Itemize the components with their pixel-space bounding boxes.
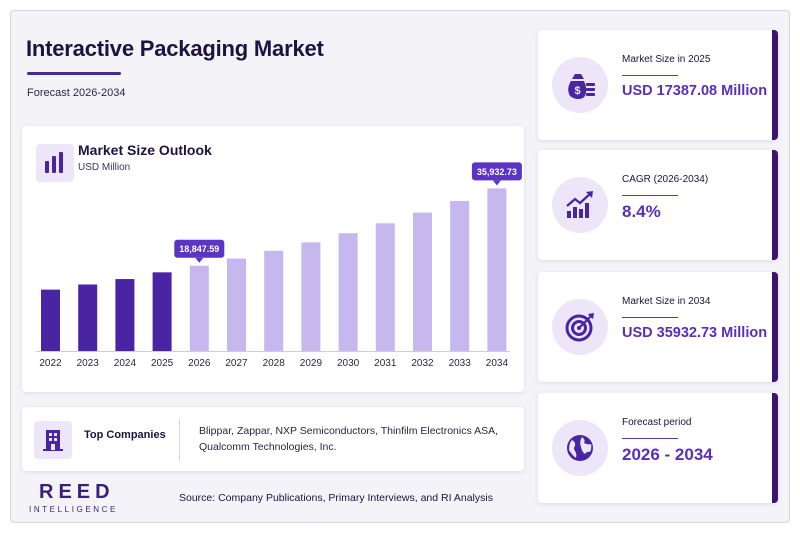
callout-box <box>174 239 225 258</box>
page-title: Interactive Packaging Market <box>26 36 324 61</box>
stat-card-market-2025: $ Market Size in 2025 USD 17387.08 Milli… <box>538 30 778 140</box>
stat-icon-circle: $ <box>552 57 608 113</box>
top-companies-label: Top Companies <box>84 429 166 441</box>
bar-2030 <box>338 233 358 351</box>
stat-card-forecast-period: Forecast period 2026 - 2034 <box>538 393 778 503</box>
x-tick-label: 2026 <box>188 358 211 369</box>
chart-card: 2022 2023 2024 2025 2026 2027 2028 2029 2030 2031… <box>22 126 524 392</box>
chart-unit: USD Million <box>78 162 131 173</box>
bar-2025 <box>152 272 172 351</box>
callout-pointer <box>195 257 204 263</box>
x-tick-label: 2023 <box>77 358 100 369</box>
chart-icon-box <box>36 144 74 182</box>
globe-icon <box>567 435 593 461</box>
stat-value: 2026 - 2034 <box>622 445 713 464</box>
bar-2032 <box>413 212 432 351</box>
bar-2029 <box>301 242 321 351</box>
stat-value: 8.4% <box>622 202 661 221</box>
data-label: 35,932.73 <box>477 167 517 177</box>
growth-chart-icon <box>566 191 593 218</box>
callout-pointer <box>492 180 501 186</box>
bar-chart-icon <box>45 152 63 173</box>
top-companies-list: Blippar, Zappar, NXP Semiconductors, Thi… <box>199 425 498 453</box>
stat-value: USD 35932.73 Million <box>622 325 768 341</box>
x-tick-label: 2032 <box>411 358 434 369</box>
bar-2026 <box>189 265 209 351</box>
callout-2034: 35,932.73 <box>471 162 522 186</box>
stat-card-cagr: CAGR (2026-2034) 8.4% <box>538 150 778 260</box>
x-tick-label: 2030 <box>337 358 360 369</box>
stat-rule <box>622 195 678 196</box>
x-tick-label: 2024 <box>114 358 137 369</box>
comp-icon-box <box>34 421 72 459</box>
building-icon <box>43 430 63 451</box>
bar-2022 <box>41 289 60 351</box>
stat-label: CAGR (2026-2034) <box>622 174 709 185</box>
brand-logo: REED <box>39 481 115 503</box>
stat-label: Market Size in 2034 <box>622 296 711 307</box>
stat-card-market-2034: Market Size in 2034 USD 35932.73 Million <box>538 272 778 382</box>
bar-2034 <box>487 188 507 351</box>
stat-rule <box>622 75 678 76</box>
bar-2033 <box>450 200 470 351</box>
x-tick-label: 2033 <box>449 358 472 369</box>
stat-value: USD 17387.08 Million <box>622 83 768 99</box>
callout-2026: 18,847.59 <box>174 239 225 263</box>
bar-2027 <box>227 258 246 351</box>
bar-2031 <box>375 223 395 351</box>
x-tick-label: 2025 <box>151 358 174 369</box>
x-tick-label: 2028 <box>263 358 286 369</box>
stat-icon-circle <box>552 420 608 476</box>
page-subtitle: Forecast 2026-2034 <box>27 87 126 99</box>
x-tick-label: 2022 <box>39 358 62 369</box>
divider <box>179 419 180 461</box>
money-bag-icon: $ <box>568 74 595 99</box>
stat-label: Market Size in 2025 <box>622 54 711 65</box>
stat-icon-circle <box>552 299 608 355</box>
callout-box <box>471 162 522 181</box>
title-underline <box>27 72 121 75</box>
x-tick-label: 2029 <box>300 358 323 369</box>
chart-title: Market Size Outlook <box>78 142 212 158</box>
stat-rule <box>622 438 678 439</box>
brand-logo-sub: INTELLIGENCE <box>29 505 118 514</box>
stat-rule <box>622 317 678 318</box>
x-tick-label: 2027 <box>225 358 248 369</box>
bar-2028 <box>264 250 284 351</box>
target-icon <box>565 313 594 342</box>
stat-label: Forecast period <box>622 417 692 428</box>
data-label: 18,847.59 <box>179 244 219 254</box>
x-tick-label: 2031 <box>374 358 397 369</box>
svg-text:$: $ <box>574 85 580 97</box>
bar-chart: 2022 2023 2024 2025 2026 2027 2028 2029 2030 2031… <box>36 162 522 369</box>
bar-2024 <box>115 279 135 351</box>
x-tick-label: 2034 <box>486 358 509 369</box>
bar-2023 <box>78 284 98 351</box>
top-companies-card: Top Companies Blippar, Zappar, NXP Semic… <box>22 407 524 471</box>
stat-icon-circle <box>552 177 608 233</box>
source-note: Source: Company Publications, Primary In… <box>179 492 493 504</box>
